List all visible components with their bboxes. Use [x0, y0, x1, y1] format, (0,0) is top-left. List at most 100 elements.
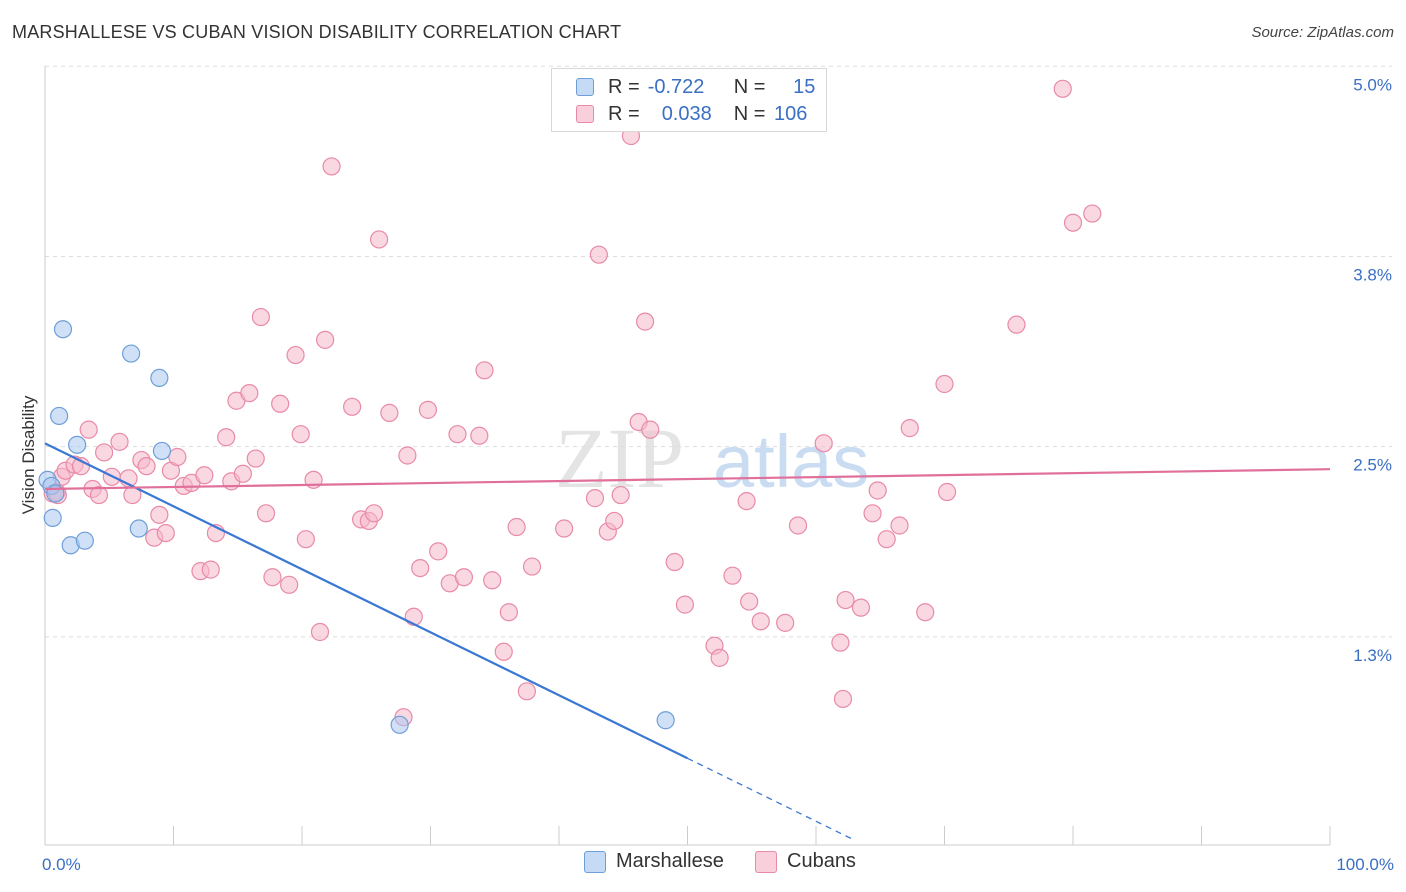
cubans-point — [605, 511, 624, 531]
cubans-point — [877, 530, 896, 549]
marshallese-point — [53, 320, 73, 339]
cubans-point — [900, 419, 919, 438]
legend-n-value: 106 — [774, 102, 808, 125]
legend-n-label: N = — [733, 102, 766, 125]
cubans-point — [1083, 204, 1102, 223]
cubans-point — [286, 345, 305, 365]
tick-labels: 1.3% 2.5% 3.8% 5.0% 0.0% 100.0% — [42, 75, 1394, 874]
cubans-point — [814, 434, 833, 453]
marshallese-point — [68, 435, 87, 454]
cubans-trend-line — [44, 468, 1331, 491]
marshallese-point — [656, 711, 675, 730]
watermark: ZIP atlas — [555, 410, 869, 506]
source-label: Source: ZipAtlas.com — [1251, 24, 1394, 41]
legend-n-label: N = — [733, 75, 766, 98]
axes — [44, 66, 1331, 846]
cubans-point — [156, 523, 175, 543]
y-tick-label: 1.3% — [1353, 646, 1392, 665]
cubans-point — [89, 485, 109, 505]
cubans-point — [499, 603, 518, 622]
marshallese-trend-line — [44, 442, 688, 760]
legend-n-value: 15 — [793, 75, 816, 98]
cubans-point — [280, 575, 299, 594]
cubans-point — [316, 330, 335, 349]
legend-r-value: 0.038 — [661, 102, 712, 125]
cubans-point — [751, 612, 770, 631]
cubans-point — [494, 642, 513, 661]
marshallese-point — [50, 406, 69, 426]
cubans-point — [398, 446, 417, 465]
cubans-swatch — [576, 105, 594, 123]
cubans-point — [404, 607, 423, 626]
cubans-point — [851, 598, 871, 617]
cubans-point — [675, 595, 695, 614]
cubans-point — [454, 568, 474, 587]
cubans-point — [448, 425, 467, 444]
watermark-atlas: atlas — [713, 420, 869, 503]
marshallese-point — [43, 508, 62, 527]
cubans-point — [322, 157, 341, 176]
cubans-point — [585, 489, 605, 508]
cubans-point — [263, 568, 282, 587]
legend-r-label: R = — [608, 75, 640, 98]
cubans-point — [863, 504, 882, 523]
cubans-point — [418, 400, 438, 419]
cubans-point — [641, 420, 660, 439]
cubans-point — [411, 558, 430, 578]
cubans-point — [310, 622, 330, 642]
cubans-point — [517, 682, 536, 701]
cubans-point — [916, 603, 935, 622]
cubans-point — [380, 403, 399, 422]
y-tick-label: 3.8% — [1353, 265, 1392, 284]
cubans-point — [890, 516, 909, 535]
cubans-point — [137, 457, 156, 476]
marshallese-point — [152, 441, 172, 461]
marshallese-point — [390, 715, 409, 734]
cubans-point — [246, 449, 265, 468]
legend-label-cubans: Cubans — [787, 850, 856, 872]
cubans-point — [1063, 213, 1083, 232]
cubans-point — [522, 557, 542, 576]
cubans-point — [343, 397, 362, 416]
cubans-point — [507, 517, 526, 537]
chart-title: MARSHALLESE VS CUBAN VISION DISABILITY C… — [12, 22, 622, 42]
x-tick-label: 0.0% — [42, 855, 81, 874]
marshallese-point — [46, 484, 65, 503]
cubans-point — [370, 230, 389, 249]
cubans-point — [475, 361, 494, 380]
cubans-point — [831, 633, 850, 652]
series-legend: Marshallese Cubans — [0, 850, 1406, 878]
cubans-point — [256, 504, 276, 523]
cubans-point — [217, 428, 236, 447]
cubans-point — [723, 566, 742, 585]
legend-row-marshallese: R = -0.722 N = 15 — [576, 75, 815, 99]
cubans-point — [195, 466, 214, 485]
gridlines — [45, 65, 1392, 638]
legend-row-cubans: R = 0.038 N = 106 — [576, 102, 807, 126]
cubans-point — [635, 312, 655, 331]
cubans-point — [168, 447, 187, 467]
marshallese-point — [121, 344, 141, 363]
cubans-point — [79, 420, 98, 439]
cubans-point — [833, 689, 853, 709]
cubans-point — [483, 571, 502, 590]
cubans-point — [589, 245, 608, 264]
cubans-point — [868, 481, 887, 500]
cubans-point — [737, 492, 756, 511]
cubans-point — [935, 374, 954, 394]
correlation-legend: R = -0.722 N = 15 R = 0.038 N = 106 — [551, 68, 827, 132]
cubans-point — [240, 384, 259, 403]
cubans-point — [788, 516, 808, 535]
legend-item-marshallese: Marshallese — [584, 850, 724, 873]
cubans-point — [291, 425, 310, 444]
cubans-point — [150, 505, 169, 524]
legend-r-label: R = — [608, 102, 640, 125]
marshallese-point — [75, 531, 94, 550]
cubans-point — [1007, 315, 1026, 334]
cubans-point — [95, 443, 114, 462]
cubans-point — [470, 426, 489, 445]
cubans-point — [429, 542, 448, 561]
legend-r-value: -0.722 — [647, 75, 705, 98]
cubans-point — [271, 394, 290, 413]
